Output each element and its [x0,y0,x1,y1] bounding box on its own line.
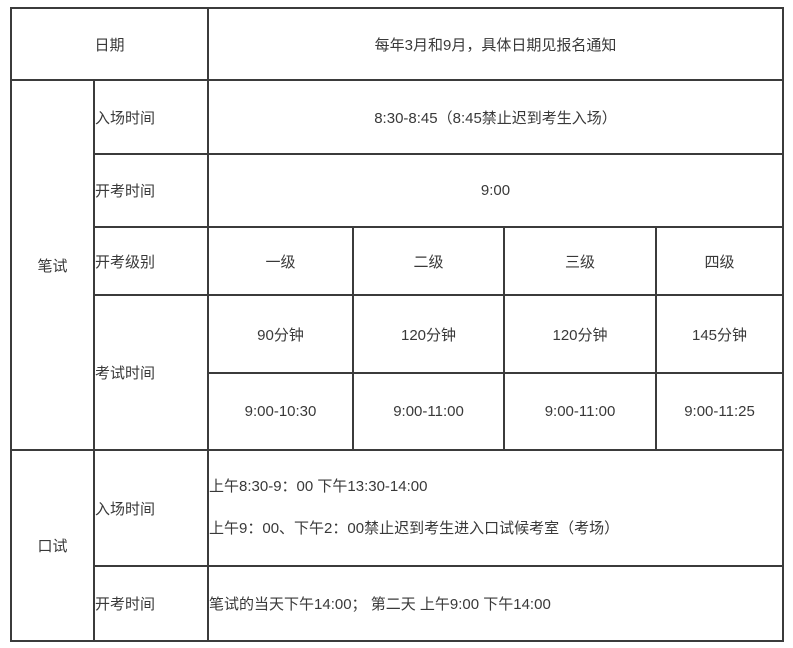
written-duration-row: 考试时间 90分钟 120分钟 120分钟 145分钟 [11,294,785,451]
date-row: 日期 每年3月和9月，具体日期见报名通知 [9,7,785,81]
date-value-cell: 每年3月和9月，具体日期见报名通知 [207,7,785,81]
exam-schedule-table: 日期 每年3月和9月，具体日期见报名通知 笔试 入场时间 8:30-8:45（8… [9,7,785,642]
oral-start-time-label-cell: 开考时间 [92,565,210,642]
time-range-level-2-cell: 9:00-11:00 [352,372,506,451]
written-start-time-label-cell: 开考时间 [92,153,210,228]
level-3-cell: 三级 [503,226,658,296]
oral-entry-time-line-1: 上午8:30-9：00 下午13:30-14:00 [209,478,428,495]
time-range-level-1-cell: 9:00-10:30 [207,372,355,451]
oral-section-cell: 口试 [10,449,95,642]
oral-entry-time-line-2: 上午9：00、下午2：00禁止迟到考生进入口试候考室（考场） [209,520,620,537]
duration-level-4-cell: 145分钟 [655,294,785,374]
time-range-level-4-cell: 9:00-11:25 [655,372,785,451]
oral-start-time-row: 开考时间 笔试的当天下午14:00； 第二天 上午9:00 下午14:00 [11,565,785,642]
written-levels-row: 开考级别 一级 二级 三级 四级 [11,226,785,296]
written-start-time-value-cell: 9:00 [207,153,785,228]
written-exam-time-label-cell: 考试时间 [92,294,210,451]
oral-entry-time-row: 口试 入场时间 上午8:30-9：00 下午13:30-14:00 上午9：00… [10,449,785,642]
level-2-cell: 二级 [352,226,506,296]
oral-start-time-value-cell: 笔试的当天下午14:00； 第二天 上午9:00 下午14:00 [207,565,785,642]
date-label-cell: 日期 [9,7,210,81]
duration-level-3-cell: 120分钟 [503,294,658,374]
oral-entry-time-label-cell: 入场时间 [92,449,210,567]
duration-level-1-cell: 90分钟 [207,294,355,374]
written-entry-time-row: 笔试 入场时间 8:30-8:45（8:45禁止迟到考生入场） [10,79,785,451]
level-4-cell: 四级 [655,226,785,296]
written-entry-time-label-cell: 入场时间 [92,79,210,155]
level-1-cell: 一级 [207,226,355,296]
written-time-range-row: 9:00-10:30 9:00-11:00 9:00-11:00 9:00-11… [11,372,785,451]
written-levels-label-cell: 开考级别 [92,226,210,296]
oral-entry-time-value-cell: 上午8:30-9：00 下午13:30-14:00 上午9：00、下午2：00禁… [207,449,785,567]
written-section-cell: 笔试 [10,79,95,451]
time-range-level-3-cell: 9:00-11:00 [503,372,658,451]
duration-level-2-cell: 120分钟 [352,294,506,374]
written-entry-time-value-cell: 8:30-8:45（8:45禁止迟到考生入场） [207,79,785,155]
written-start-time-row: 开考时间 9:00 [11,153,785,228]
